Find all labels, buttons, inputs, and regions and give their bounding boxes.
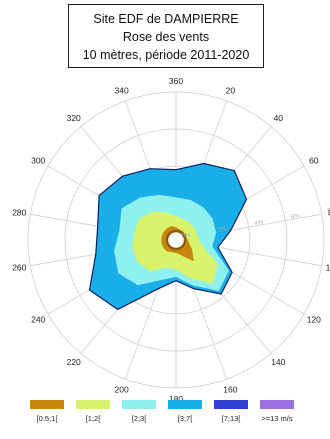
radius-label: 0% <box>181 232 191 240</box>
direction-label-240: 240 <box>31 315 45 325</box>
direction-label-180: 180 <box>169 394 183 404</box>
direction-labels: 360 20 40 60 80 100 120 140 160 180 200 220 240 260 28… <box>12 76 330 404</box>
direction-label-220: 220 <box>67 357 81 367</box>
direction-label-340: 340 <box>115 86 129 96</box>
radius-label: 2% <box>218 226 228 234</box>
title-line-1: Site EDF de DAMPIERRE <box>93 12 239 26</box>
direction-label-280: 280 <box>12 207 26 217</box>
radius-label: 8% <box>327 207 330 215</box>
direction-label-360: 360 <box>169 76 183 86</box>
direction-label-320: 320 <box>67 113 81 123</box>
chart-title-box: Site EDF de DAMPIERRE Rose des vents 10 … <box>68 4 264 68</box>
direction-label-140: 140 <box>271 357 285 367</box>
title-line-3: 10 mètres, période 2011-2020 <box>82 48 250 62</box>
direction-label-20: 20 <box>226 86 236 96</box>
direction-label-260: 260 <box>12 263 26 273</box>
title-line-2: Rose des vents <box>122 30 210 44</box>
direction-label-300: 300 <box>31 155 45 165</box>
radius-label: 4% <box>254 220 264 228</box>
direction-label-200: 200 <box>115 385 129 395</box>
direction-label-80: 80 <box>328 207 330 217</box>
direction-label-160: 160 <box>223 385 237 395</box>
radius-label: 6% <box>291 213 301 221</box>
calm-circle <box>165 229 187 251</box>
radius-labels: 0% 2% 4% 6% 8% <box>181 207 330 240</box>
direction-label-100: 100 <box>326 263 330 273</box>
direction-label-40: 40 <box>274 113 284 123</box>
direction-label-60: 60 <box>309 155 319 165</box>
direction-label-120: 120 <box>307 315 321 325</box>
